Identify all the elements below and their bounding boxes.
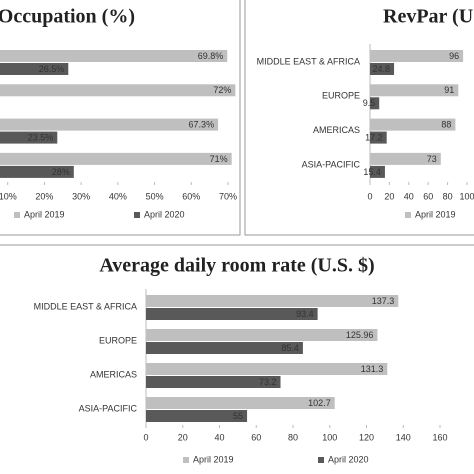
- x-tick-label: 140: [396, 432, 411, 442]
- legend-swatch: [14, 212, 20, 218]
- x-tick-label: 70%: [219, 191, 237, 201]
- value-label: 24.8: [373, 64, 391, 74]
- category-label: MIDDLE EAST & AFRICA: [257, 56, 360, 66]
- x-tick-label: 50%: [146, 191, 164, 201]
- bar: [146, 329, 378, 341]
- bar: [0, 50, 228, 62]
- x-tick-label: 100: [459, 191, 474, 201]
- bar: [146, 397, 335, 409]
- value-label: 15.4: [363, 167, 381, 177]
- value-label: 93.4: [296, 309, 314, 319]
- x-tick-label: 60%: [182, 191, 200, 201]
- x-tick-label: 30%: [72, 191, 90, 201]
- bar: [0, 165, 74, 178]
- bar: [370, 63, 395, 75]
- panel-border: [0, 0, 241, 236]
- panel-border: [0, 244, 474, 246]
- category-label: EUROPE: [99, 335, 137, 345]
- x-tick-label: 0: [143, 432, 148, 442]
- bar: [146, 342, 303, 354]
- value-label: 28%: [52, 167, 70, 177]
- value-label: 96: [449, 51, 459, 61]
- value-label: 72%: [213, 85, 231, 95]
- category-label: EUROPE: [322, 91, 360, 101]
- value-label: 67.3%: [189, 119, 215, 129]
- value-label: 125.96: [346, 330, 374, 340]
- bar: [370, 97, 380, 110]
- value-label: 137.3: [372, 296, 395, 306]
- bar: [0, 63, 69, 75]
- bar: [370, 131, 387, 144]
- x-tick-label: 40%: [109, 191, 127, 201]
- x-tick-label: 120: [359, 432, 374, 442]
- x-tick-label: 60: [423, 191, 433, 201]
- legend-label: April 2020: [144, 209, 185, 219]
- x-tick-label: 40: [404, 191, 414, 201]
- legend-swatch: [134, 212, 140, 218]
- legend-swatch: [318, 457, 324, 463]
- bar: [370, 118, 456, 131]
- bar: [0, 118, 219, 131]
- x-tick-label: 60: [251, 432, 261, 442]
- bar: [146, 295, 399, 307]
- x-tick-label: 160: [432, 432, 447, 442]
- x-tick-label: 20: [384, 191, 394, 201]
- chart-title: RevPar (U.S. $): [383, 6, 474, 28]
- x-tick-label: 100: [322, 432, 337, 442]
- x-tick-label: 80: [443, 191, 453, 201]
- legend-label: April 2020: [328, 454, 369, 464]
- category-label: AMERICAS: [313, 125, 360, 135]
- value-label: 26.5%: [39, 64, 65, 74]
- category-label: ASIA-PACIFIC: [302, 159, 361, 169]
- bar: [370, 84, 459, 97]
- bar: [0, 84, 236, 97]
- value-label: 85.4: [281, 343, 299, 353]
- bar: [370, 165, 385, 178]
- chart-title: Occupation (%): [0, 6, 135, 28]
- value-label: 131.3: [361, 364, 384, 374]
- value-label: 17.2: [365, 132, 383, 142]
- bar: [146, 363, 388, 375]
- value-label: 23.5%: [28, 132, 54, 142]
- legend-label: April 2019: [415, 209, 456, 219]
- bar: [370, 50, 464, 62]
- chart-title: Average daily room rate (U.S. $): [99, 255, 374, 277]
- value-label: 55: [233, 411, 243, 421]
- bar: [0, 152, 232, 165]
- value-label: 71%: [210, 154, 228, 164]
- category-label: ASIA-PACIFIC: [79, 403, 138, 413]
- bar: [146, 308, 318, 320]
- bar: [146, 410, 248, 422]
- value-label: 73: [427, 154, 437, 164]
- x-tick-label: 0: [367, 191, 372, 201]
- legend-swatch: [183, 457, 189, 463]
- panel-border: [244, 0, 474, 236]
- category-label: MIDDLE EAST & AFRICA: [34, 301, 137, 311]
- x-tick-label: 20: [178, 432, 188, 442]
- x-tick-label: 20%: [35, 191, 53, 201]
- legend-label: April 2019: [193, 454, 234, 464]
- x-tick-label: 40: [214, 432, 224, 442]
- value-label: 88: [441, 119, 451, 129]
- x-tick-label: 80: [288, 432, 298, 442]
- x-tick-label: 10%: [0, 191, 17, 201]
- bar: [0, 131, 58, 144]
- value-label: 91: [444, 85, 454, 95]
- legend-swatch: [405, 212, 411, 218]
- legend-label: April 2019: [24, 209, 65, 219]
- value-label: 9.5: [363, 98, 376, 108]
- bar: [146, 376, 281, 388]
- category-label: AMERICAS: [90, 369, 137, 379]
- value-label: 69.8%: [198, 51, 224, 61]
- bar: [370, 152, 441, 165]
- value-label: 73.2: [259, 377, 277, 387]
- value-label: 102.7: [308, 398, 331, 408]
